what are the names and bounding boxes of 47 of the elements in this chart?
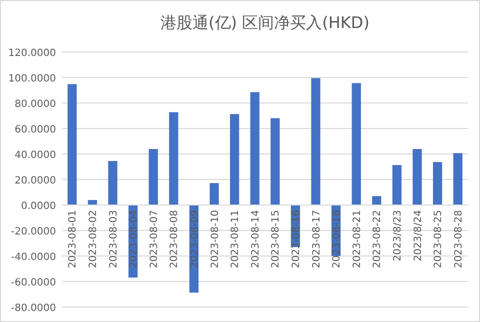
- y-tick-label: 60.0000: [14, 124, 56, 136]
- bar: [250, 92, 260, 205]
- x-tick-label: 2023-08-09: [189, 210, 200, 268]
- x-tick-label: 2023-08-10: [210, 210, 221, 268]
- x-tick-label: 2023-08-01: [68, 210, 79, 268]
- y-tick-label: 40.0000: [14, 150, 56, 161]
- bar: [210, 183, 219, 205]
- x-tick-label: 2023-08-04: [128, 210, 140, 268]
- y-tick-label: 80.0000: [14, 99, 56, 110]
- bar: [169, 112, 178, 205]
- x-tick-label: 2023-08-16: [290, 210, 302, 268]
- bar: [392, 165, 402, 205]
- x-tick-label: 2023-08-15: [270, 210, 282, 268]
- bar: [311, 78, 320, 205]
- bar: [148, 149, 158, 205]
- x-tick-label: 2023/8/24: [412, 210, 424, 262]
- bar: [432, 162, 442, 205]
- bar: [372, 196, 382, 205]
- y-tick-label: 0.0000: [21, 201, 56, 212]
- bar: [352, 83, 361, 205]
- bar: [453, 153, 462, 205]
- x-tick-label: 2023-08-18: [332, 210, 343, 268]
- chart-title: 港股通(亿) 区间净买入(HKD): [160, 13, 370, 32]
- y-tick-label: -40.0000: [11, 252, 56, 263]
- bar: [412, 149, 422, 205]
- bar: [230, 114, 240, 205]
- y-tick-label: 100.0000: [8, 74, 56, 84]
- x-tick-label: 2023/8/23: [392, 210, 404, 262]
- y-tick-label: 120.0000: [8, 48, 56, 59]
- x-tick-label: 2023-08-17: [311, 210, 322, 268]
- x-tick-label: 2023-08-28: [453, 210, 464, 268]
- x-tick-label: 2023-08-02: [88, 210, 99, 268]
- y-tick-label: 20.0000: [14, 176, 56, 186]
- x-tick-label: 2023-08-22: [372, 210, 384, 268]
- x-tick-label: 2023-08-21: [352, 210, 363, 268]
- x-tick-label: 2023-08-25: [433, 210, 444, 268]
- x-tick-label: 2023-08-03: [108, 210, 120, 268]
- x-tick-label: 2023-08-08: [169, 210, 180, 268]
- x-tick-label: 2023-08-14: [250, 210, 262, 268]
- bar: [270, 118, 280, 205]
- x-tick-label: 2023-08-07: [148, 210, 160, 268]
- y-tick-label: -60.0000: [11, 278, 56, 288]
- y-tick-label: -20.0000: [11, 226, 56, 238]
- bar: [68, 84, 77, 205]
- bar: [108, 161, 118, 205]
- x-tick-label: 2023-08-11: [230, 210, 242, 268]
- y-tick-label: -80.0000: [11, 303, 56, 314]
